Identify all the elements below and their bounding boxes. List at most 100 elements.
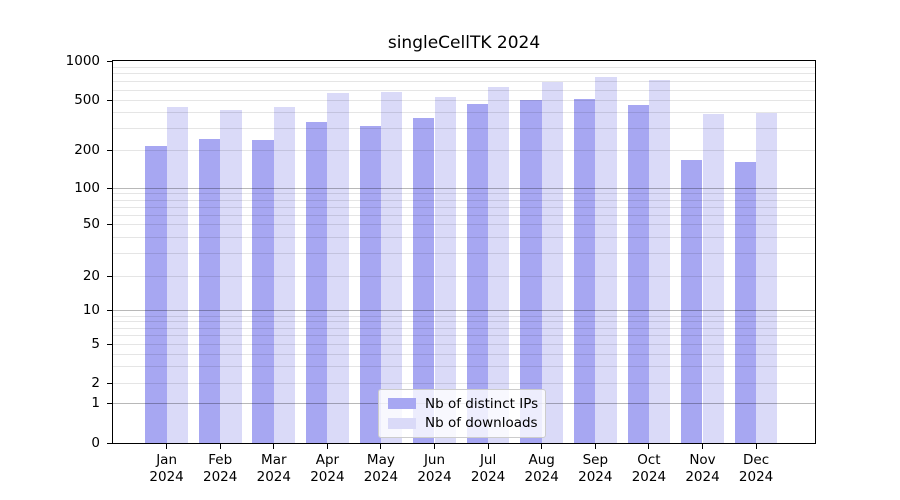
gridline-100 [113, 187, 815, 189]
x-tick-aug-2024 [541, 444, 543, 449]
bar-distinct-ips-oct [627, 104, 649, 443]
y-tick-20 [107, 275, 112, 277]
x-tick-label-apr-2024: Apr 2024 [295, 452, 359, 486]
gridline-6 [113, 335, 815, 337]
y-tick-50 [107, 224, 112, 226]
x-tick-year: 2024 [524, 469, 559, 485]
y-tick-label-500: 500 [74, 91, 100, 108]
x-tick-month: Sep [582, 452, 609, 468]
x-tick-label-oct-2024: Oct 2024 [617, 452, 681, 486]
x-tick-month: Apr [315, 452, 340, 468]
bar-downloads-jul [488, 86, 510, 443]
gridline-400 [113, 112, 815, 114]
y-tick-label-100: 100 [74, 179, 100, 196]
x-tick-year: 2024 [256, 469, 291, 485]
gridline-30 [113, 252, 815, 254]
x-tick-month: Jun [423, 452, 446, 468]
gridline-300 [113, 128, 815, 129]
gridline-800 [113, 73, 815, 75]
gridline-3 [113, 365, 815, 367]
gridline-2 [113, 382, 815, 384]
bar-downloads-dec [756, 112, 778, 443]
x-tick-year: 2024 [417, 469, 452, 485]
x-tick-label-jul-2024: Jul 2024 [456, 452, 520, 486]
gridline-9 [113, 315, 815, 317]
x-tick-apr-2024 [326, 444, 328, 449]
gridline-70 [113, 206, 815, 208]
x-tick-oct-2024 [648, 444, 650, 449]
x-tick-jul-2024 [487, 444, 489, 449]
bar-downloads-aug [541, 82, 564, 443]
legend-label-distinct-ips: Nb of distinct IPs [425, 395, 539, 412]
bar-distinct-ips-jul [466, 104, 489, 443]
bar-distinct-ips-apr [306, 122, 328, 443]
y-tick-label-10: 10 [82, 302, 100, 319]
x-tick-month: Nov [689, 452, 716, 468]
bar-distinct-ips-may [359, 125, 381, 443]
bar-downloads-oct [648, 80, 671, 443]
gridline-90 [113, 193, 815, 195]
bar-distinct-ips-jan [145, 145, 167, 443]
y-tick-label-20: 20 [82, 267, 100, 284]
x-tick-sep-2024 [594, 444, 596, 449]
x-tick-month: Dec [743, 452, 770, 468]
x-tick-label-feb-2024: Feb 2024 [188, 452, 252, 486]
y-tick-label-200: 200 [74, 142, 100, 159]
y-tick-100 [107, 187, 112, 189]
x-tick-month: May [366, 452, 395, 468]
bar-distinct-ips-nov [681, 159, 703, 443]
legend-label-downloads: Nb of downloads [425, 415, 538, 432]
y-tick-label-2: 2 [91, 374, 100, 391]
x-tick-nov-2024 [702, 444, 703, 449]
bar-downloads-may [380, 92, 403, 443]
x-tick-label-nov-2024: Nov 2024 [671, 452, 735, 486]
bar-downloads-nov [702, 114, 724, 443]
legend-swatch-downloads [388, 417, 416, 429]
x-tick-month: Feb [208, 452, 233, 468]
x-tick-year: 2024 [470, 469, 506, 485]
x-tick-year: 2024 [738, 469, 774, 485]
bar-downloads-jun [434, 97, 456, 443]
x-tick-jun-2024 [434, 444, 435, 449]
gridline-80 [113, 199, 815, 201]
x-tick-month: Mar [261, 452, 287, 468]
legend-swatch-distinct-ips [388, 398, 416, 410]
y-tick-2 [107, 382, 112, 384]
x-tick-year: 2024 [203, 469, 238, 485]
x-tick-label-dec-2024: Dec 2024 [724, 452, 788, 486]
y-tick-label-0: 0 [91, 434, 100, 451]
x-tick-may-2024 [380, 444, 382, 449]
x-tick-label-jan-2024: Jan 2024 [135, 452, 199, 486]
gridline-600 [113, 89, 815, 91]
x-tick-feb-2024 [219, 444, 221, 449]
gridline-10 [113, 310, 815, 312]
bar-distinct-ips-aug [520, 99, 542, 443]
y-tick-label-50: 50 [82, 216, 100, 233]
bar-downloads-jan [166, 107, 188, 443]
x-tick-year: 2024 [685, 469, 720, 485]
y-tick-1 [107, 403, 112, 405]
gridline-200 [113, 150, 815, 152]
gridline-40 [113, 236, 815, 238]
legend-item-downloads: Nb of downloads [388, 414, 538, 432]
y-tick-label-5: 5 [91, 336, 100, 353]
x-tick-year: 2024 [631, 469, 667, 485]
x-tick-month: Jul [479, 452, 497, 468]
y-tick-200 [107, 150, 112, 152]
bar-downloads-mar [273, 106, 296, 443]
x-tick-label-aug-2024: Aug 2024 [510, 452, 574, 486]
gridline-7 [113, 327, 815, 329]
x-tick-dec-2024 [755, 444, 757, 449]
bar-distinct-ips-jun [413, 118, 435, 443]
bar-downloads-apr [327, 93, 349, 443]
bar-distinct-ips-mar [252, 139, 274, 443]
plot-area: Nb of distinct IPs Nb of downloads [113, 61, 815, 443]
y-tick-5 [107, 344, 112, 346]
y-tick-1000 [107, 60, 112, 62]
x-tick-label-mar-2024: Mar 2024 [242, 452, 306, 486]
x-tick-label-jun-2024: Jun 2024 [403, 452, 467, 486]
bar-distinct-ips-dec [734, 162, 757, 443]
bar-distinct-ips-feb [198, 138, 221, 443]
gridline-700 [113, 80, 815, 82]
